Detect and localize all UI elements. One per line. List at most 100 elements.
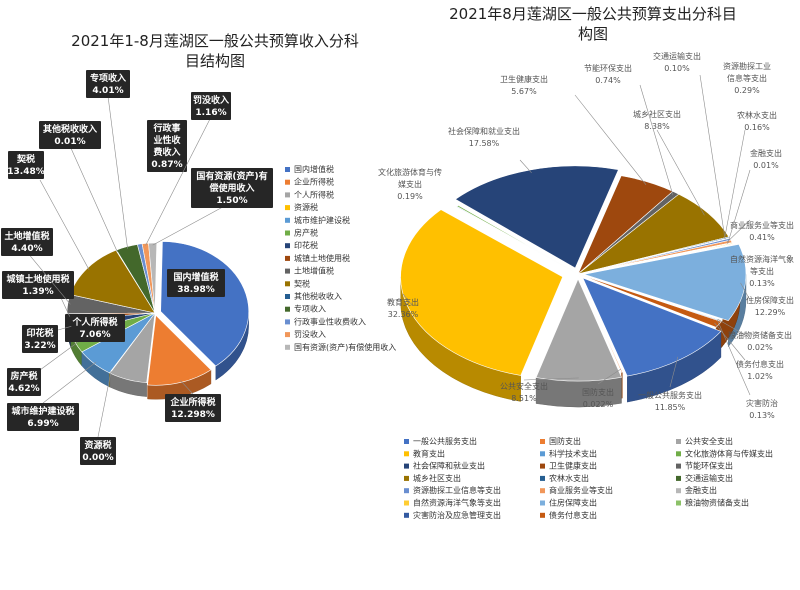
chart1-legend-label-2: 个人所得税 (294, 189, 334, 199)
chart2-leader-10 (724, 129, 746, 239)
chart2-legend-label-11: 交通运输支出 (685, 473, 733, 483)
chart2-leader-2 (523, 377, 579, 381)
chart1-value-2: 7.06% (79, 330, 110, 340)
chart2-leader-14 (727, 169, 751, 244)
chart2-legend-label-13: 商业服务业等支出 (549, 485, 613, 495)
chart1-value-7: 1.39% (22, 287, 53, 297)
chart1-legend-swatch-11 (285, 306, 290, 312)
chart2-value-15: 0.13% (749, 279, 775, 288)
chart2-legend-swatch-15 (404, 500, 409, 506)
chart2-legend-swatch-8 (676, 463, 681, 469)
chart1-legend-label-4: 城市维护建设税 (294, 215, 350, 225)
chart1-value-9: 13.48% (7, 167, 45, 177)
chart1-legend-swatch-2 (285, 192, 290, 198)
chart2-legend-swatch-3 (404, 451, 409, 457)
chart2-slice-1 (577, 273, 623, 373)
chart1-legend-label-13: 罚没收入 (294, 329, 326, 339)
chart1-legend-swatch-5 (285, 230, 290, 236)
chart1-label-box-2 (65, 314, 125, 342)
chart1-legend-swatch-6 (285, 243, 290, 249)
chart2-value-11: 0.10% (664, 64, 690, 73)
chart2-label-11: 交通运输支出 (653, 51, 701, 61)
chart1-leader-14 (152, 201, 233, 246)
chart2-label-12: 资源勘探工业信息等支出 (723, 61, 771, 83)
chart2-label-6: 社会保障和就业支出 (448, 126, 520, 136)
chart1-value-13: 1.16% (195, 108, 226, 118)
chart2-label-16: 住房保障支出 (746, 295, 794, 305)
chart2-leader-8 (639, 84, 674, 196)
chart2-label-3: 教育支出 (387, 297, 419, 307)
expense-title-line-2: 构图 (578, 25, 608, 43)
chart1-label-box-7 (2, 271, 74, 299)
chart1-label-box-3 (80, 437, 116, 465)
chart2-value-19: 1.02% (747, 372, 773, 381)
chart1-value-11: 4.01% (92, 86, 123, 96)
chart1-label-box-1 (165, 394, 221, 422)
chart1-legend-label-9: 契税 (294, 278, 310, 288)
chart1-legend-swatch-13 (285, 332, 290, 338)
chart1-leader-11 (107, 95, 128, 249)
chart2-legend-label-2: 公共安全支出 (685, 436, 733, 446)
chart2-value-14: 0.01% (753, 161, 779, 170)
chart1-value-12: 0.87% (151, 160, 182, 170)
income-chart: 2021年1-8月莲湖区一般公共预算收入分科 目结构图 国内增值税 38.98% 企… (1, 32, 396, 465)
chart1-leader-8 (26, 251, 71, 305)
chart1-value-6: 3.22% (24, 341, 55, 351)
chart1-label-11: 专项收入 (90, 72, 126, 84)
chart1-legend-label-12: 行政事业性收费收入 (294, 316, 366, 326)
chart2-legend-swatch-5 (676, 451, 681, 457)
chart1-legend-swatch-14 (285, 344, 290, 350)
chart2-leader-7 (574, 94, 647, 186)
chart2-value-17: 0.02% (747, 343, 773, 352)
chart2-leader-11 (699, 74, 726, 240)
chart1-legend-label-11: 专项收入 (294, 304, 326, 314)
chart1-label-5: 房产税 (10, 370, 37, 382)
chart1-legend-swatch-0 (285, 167, 290, 172)
chart1-legend-label-7: 城镇土地使用税 (294, 253, 350, 263)
chart1-label-box-8 (1, 228, 53, 256)
chart1-label-box-12 (147, 120, 187, 172)
chart2-slice-2 (535, 278, 622, 382)
chart1-legend-label-3: 资源税 (294, 202, 318, 212)
chart1-leader-6 (57, 326, 72, 331)
chart2-legend-label-18: 灾害防治及应急管理支出 (413, 510, 501, 520)
chart2-legend-label-3: 教育支出 (413, 448, 445, 458)
chart2-legend-swatch-13 (540, 488, 545, 494)
chart2-legend-swatch-0 (404, 439, 409, 444)
chart1-label-6: 印花税 (26, 327, 53, 339)
chart1-label-box-11 (86, 70, 130, 98)
chart2-legend-swatch-11 (676, 475, 681, 481)
chart1-legend-swatch-10 (285, 294, 290, 299)
chart2-slice-3 (400, 209, 564, 376)
chart1-leader-5 (39, 341, 79, 371)
chart1-label-12: 行政事业性收费收入 (152, 122, 180, 158)
chart2-legend-label-1: 国防支出 (549, 436, 581, 446)
chart2-leader-16 (740, 282, 751, 301)
chart2-label-13: 商业服务业等支出 (730, 220, 794, 230)
chart1-legend-label-6: 印花税 (294, 240, 318, 250)
chart2-value-2: 8.51% (511, 394, 537, 403)
chart2-legend-swatch-2 (676, 439, 681, 444)
chart2-legend-swatch-14 (676, 488, 681, 494)
chart2-legend-label-14: 金融支出 (685, 485, 717, 495)
expense-chart: 2021年8月莲湖区一般公共预算支出分科目 构图 一般公共服务支出 11.85% 国… (378, 5, 794, 520)
chart1-legend-swatch-12 (285, 319, 290, 325)
chart2-legend-swatch-17 (676, 500, 681, 506)
income-labels: 国内增值税 38.98% 企业所得税 12.298% 个人所得税 7.06% 资源税 0.00… (1, 70, 273, 465)
chart2-leader-19 (714, 322, 746, 361)
chart1-value-8: 4.40% (11, 244, 42, 254)
chart1-label-box-4 (7, 403, 79, 431)
chart2-value-5: 0.19% (397, 192, 423, 201)
chart2-leader-3 (402, 293, 413, 306)
chart1-label-box-5 (7, 368, 41, 396)
chart2-legend-label-15: 自然资源海洋气象等支出 (413, 498, 501, 508)
chart1-value-14: 1.50% (216, 196, 247, 206)
chart2-value-18: 0.13% (749, 411, 775, 420)
chart1-label-3: 资源税 (84, 439, 111, 451)
chart2-legend-label-12: 资源勘探工业信息等支出 (413, 485, 501, 495)
income-title-line-1: 2021年1-8月莲湖区一般公共预算收入分科 (71, 32, 359, 50)
chart1-label-box-13 (191, 92, 231, 120)
chart2-label-1: 国防支出 (582, 387, 614, 397)
chart1-legend-label-5: 房产税 (294, 228, 318, 238)
